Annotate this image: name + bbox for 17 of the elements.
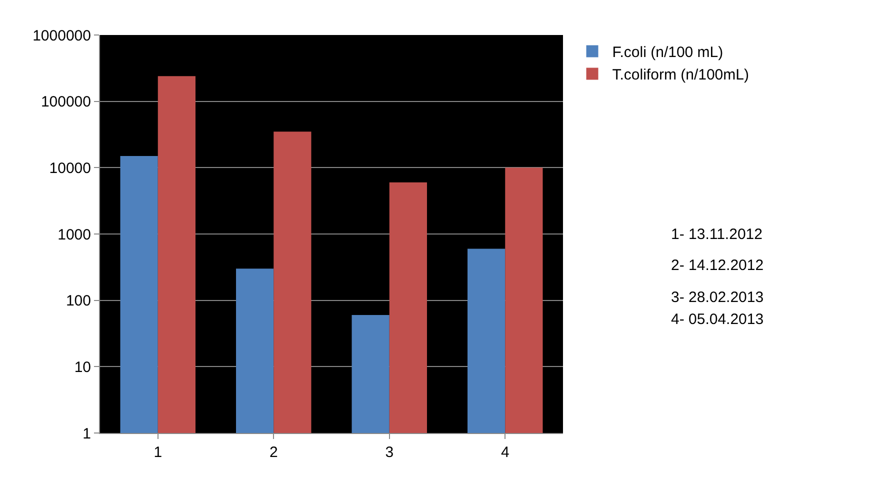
y-tick-label: 100 <box>66 292 91 310</box>
text: 4- 05.04.2013 <box>671 311 764 328</box>
y-tick-label: 1000 <box>58 226 91 244</box>
text: 2- 14.12.2012 <box>671 257 764 274</box>
legend-label: F.coli (n/100 mL) <box>612 44 724 62</box>
y-tick-label: 10 <box>74 358 91 376</box>
y-tick-label: 100000 <box>40 94 91 111</box>
x-tick-label: 2 <box>269 444 278 461</box>
y-tick-label: 1000000 <box>32 27 91 44</box>
y-tick-label: 1 <box>82 425 91 442</box>
x-tick-label: 1 <box>154 444 162 461</box>
y-tick-label: 10000 <box>49 160 91 177</box>
text: 3- 28.02.2013 <box>671 289 764 306</box>
x-tick-label: 4 <box>500 444 510 461</box>
text: 1- 13.11.2012 <box>671 226 762 243</box>
x-tick-label: 3 <box>385 444 394 461</box>
legend-label: T.coliform (n/100mL) <box>612 66 749 84</box>
